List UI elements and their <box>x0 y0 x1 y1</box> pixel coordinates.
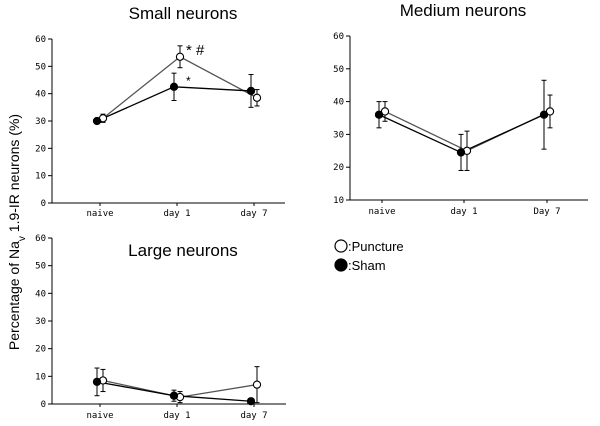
data-point-sham <box>92 377 102 387</box>
y-tick-label: 0 <box>41 199 46 209</box>
y-tick-label: 10 <box>35 372 46 382</box>
x-tick-label: naive <box>368 207 395 217</box>
data-point-sham <box>246 86 256 96</box>
data-point-sham <box>539 110 549 119</box>
y-tick-label: 10 <box>35 172 46 182</box>
y-axis-label: Percentage of Nav 1.9-IR neurons (%) <box>6 114 28 350</box>
legend-sham-marker <box>334 258 348 272</box>
chart-large-neurons: Large neurons 0 10 20 30 40 50 60 naive day 1 day … <box>35 234 286 421</box>
y-tick-label: 60 <box>35 234 46 244</box>
chart-title: Small neurons <box>129 4 238 23</box>
chart-title: Large neurons <box>128 241 238 260</box>
data-point-sham <box>246 397 256 406</box>
data-point-sham <box>456 148 466 157</box>
y-axis-label-sub: v <box>17 236 28 241</box>
x-tick-label: naive <box>86 411 113 421</box>
y-tick-label: 20 <box>333 163 344 173</box>
data-point-sham <box>92 116 102 126</box>
y-axis-label-suffix: 1.9-IR neurons (%) <box>6 114 22 236</box>
x-tick-label: day 1 <box>163 411 190 421</box>
y-tick-label: 10 <box>333 196 344 206</box>
y-tick-label: 60 <box>333 32 344 42</box>
data-point-sham <box>169 82 179 91</box>
data-point-sham <box>169 391 179 400</box>
y-tick-label: 20 <box>35 345 46 355</box>
significance-annotation: * # <box>186 42 205 59</box>
data-point-puncture <box>252 93 262 102</box>
chart-title: Medium neurons <box>400 1 527 20</box>
y-tick-label: 40 <box>35 289 46 299</box>
chart-small-neurons: Small neurons 0 10 20 30 40 50 60 naive day 1 day … <box>35 4 285 219</box>
y-tick-label: 50 <box>35 62 46 72</box>
data-point-puncture <box>175 52 185 61</box>
data-point-puncture <box>252 380 262 389</box>
x-tick-label: day 7 <box>240 209 267 219</box>
x-tick-label: day 1 <box>163 209 190 219</box>
significance-annotation: * <box>186 74 191 88</box>
y-tick-label: 30 <box>35 317 46 327</box>
x-tick-label: day 7 <box>240 411 267 421</box>
legend-puncture-label: :Puncture <box>348 239 404 254</box>
y-tick-label: 30 <box>333 130 344 140</box>
y-axis-label-prefix: Percentage of Na <box>6 241 22 350</box>
x-tick-label: day 1 <box>450 207 477 217</box>
chart-medium-neurons: Medium neurons 10 20 30 40 50 60 naive day 1 Day … <box>333 1 588 217</box>
y-tick-label: 40 <box>333 98 344 108</box>
y-tick-label: 20 <box>35 144 46 154</box>
y-tick-label: 50 <box>35 262 46 272</box>
y-tick-label: 60 <box>35 35 46 45</box>
x-tick-label: Day 7 <box>533 207 560 217</box>
y-tick-label: 30 <box>35 117 46 127</box>
y-tick-label: 50 <box>333 65 344 75</box>
y-tick-label: 40 <box>35 90 46 100</box>
data-point-sham <box>374 110 384 119</box>
legend: :Puncture :Sham <box>334 239 404 273</box>
y-tick-label: 0 <box>41 400 46 410</box>
legend-sham-label: :Sham <box>348 258 386 273</box>
legend-puncture-marker <box>334 239 348 253</box>
x-tick-label: naive <box>86 209 113 219</box>
